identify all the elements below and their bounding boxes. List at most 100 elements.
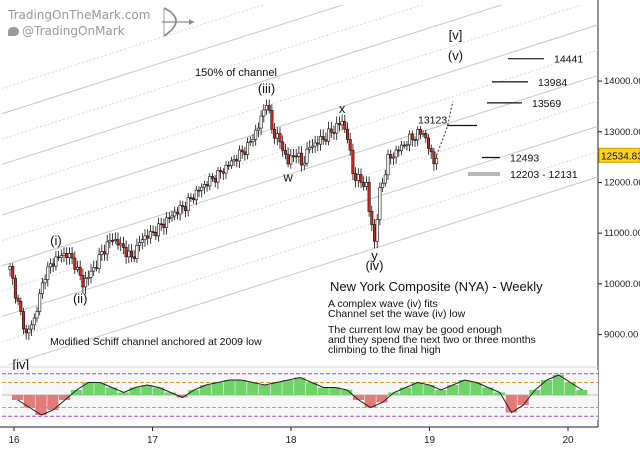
up-candle (378, 182, 382, 226)
down-candle (181, 200, 185, 214)
candle-body (159, 223, 163, 226)
down-candle (426, 134, 430, 155)
indicator-bar (59, 395, 71, 400)
candle-body (35, 311, 39, 319)
candle-body (154, 232, 158, 237)
indicator-bar (423, 385, 435, 395)
indicator-bar (94, 382, 106, 395)
wave-label: (v) (448, 48, 463, 63)
down-candle (189, 193, 193, 203)
indicator-bar (329, 387, 341, 395)
candle-body (197, 189, 201, 192)
indicator-bar (294, 377, 306, 395)
chart-note: A complex wave (iv) fits (328, 298, 438, 310)
candle-body (426, 137, 430, 149)
candle-body (157, 223, 161, 237)
down-candle (73, 251, 77, 274)
candle-body (297, 152, 301, 157)
indicator-bar (552, 375, 564, 395)
down-candle (219, 166, 223, 179)
candle-body (30, 324, 34, 330)
wave-label: (i) (50, 233, 62, 248)
indicator-bar (200, 385, 212, 395)
up-candle (92, 260, 96, 276)
candle-body (291, 155, 295, 158)
candle-body (86, 277, 90, 279)
down-candle (205, 181, 209, 192)
candle-body (399, 144, 403, 152)
indicator-bar (529, 390, 541, 395)
candle-body (264, 105, 268, 111)
brand-site: TradingOnTheMark.com (8, 8, 150, 22)
up-candle (62, 247, 66, 262)
candle-body (378, 187, 382, 220)
indicator-bar (317, 387, 329, 395)
down-candle (13, 274, 17, 304)
brand-site-text: TradingOnTheMark.com (8, 8, 151, 22)
candle-body (367, 181, 371, 212)
channel-lines (2, 5, 598, 365)
y-axis-ticks: 9000.00 10000.00 11000.00 12000.00 13000.00 1… (598, 76, 640, 341)
chart-note: and they spend the next two or three mon… (328, 334, 536, 346)
channel-line (2, 125, 598, 318)
up-candle (364, 176, 368, 191)
candle-body (46, 266, 50, 280)
candle-body (316, 142, 320, 145)
candle-body (108, 240, 112, 243)
down-candle (324, 132, 328, 145)
candle-body (340, 121, 344, 126)
indicator-bar (282, 380, 294, 395)
down-candle (51, 258, 55, 273)
last-price-label: 12534.83 (601, 151, 640, 162)
candle-body (372, 224, 376, 242)
candle-body (254, 129, 258, 140)
up-candle (356, 168, 360, 188)
candle-body (286, 153, 290, 165)
price-level-label: 12493 (510, 152, 539, 164)
wave-label: [v] (449, 28, 463, 43)
candle-body (84, 278, 88, 288)
y-tick-label: 13000.00 (604, 127, 640, 138)
down-candle (370, 205, 374, 232)
down-candle (362, 176, 366, 191)
candle-body (356, 174, 360, 181)
up-candle (289, 149, 293, 169)
candle-body (11, 266, 15, 279)
down-candle (243, 146, 247, 161)
up-candle (113, 232, 117, 244)
candle-body (345, 128, 349, 140)
up-candle (165, 212, 169, 235)
candle-body (170, 215, 174, 219)
candle-body (67, 253, 71, 258)
up-candle (105, 234, 109, 261)
up-candle (186, 193, 190, 217)
candle-body (348, 139, 352, 151)
candle-body (162, 223, 166, 229)
down-candle (70, 247, 74, 265)
up-candle (119, 236, 123, 252)
up-candle (408, 130, 412, 152)
down-candle (300, 146, 304, 172)
candle-body (294, 155, 298, 158)
candle-body (405, 144, 409, 147)
candle-body (184, 206, 188, 211)
candle-body (205, 184, 209, 187)
indicator-bar (235, 380, 247, 395)
channel-note: Modified Schiff channel anchored at 2009… (50, 336, 262, 348)
indicator-bar (47, 395, 59, 410)
up-candle (46, 261, 50, 287)
down-candle (283, 143, 287, 160)
indicator-bar (23, 395, 35, 408)
channel-line (2, 74, 598, 267)
candle-body (391, 156, 395, 159)
up-candle (375, 214, 379, 249)
up-candle (54, 251, 58, 271)
y-tick-label: 9000.00 (604, 330, 638, 341)
candle-body (329, 128, 333, 133)
down-candle (94, 260, 98, 272)
up-candle (208, 173, 212, 191)
candle-body (402, 144, 406, 147)
down-candle (81, 268, 85, 294)
candle-body (256, 127, 260, 131)
